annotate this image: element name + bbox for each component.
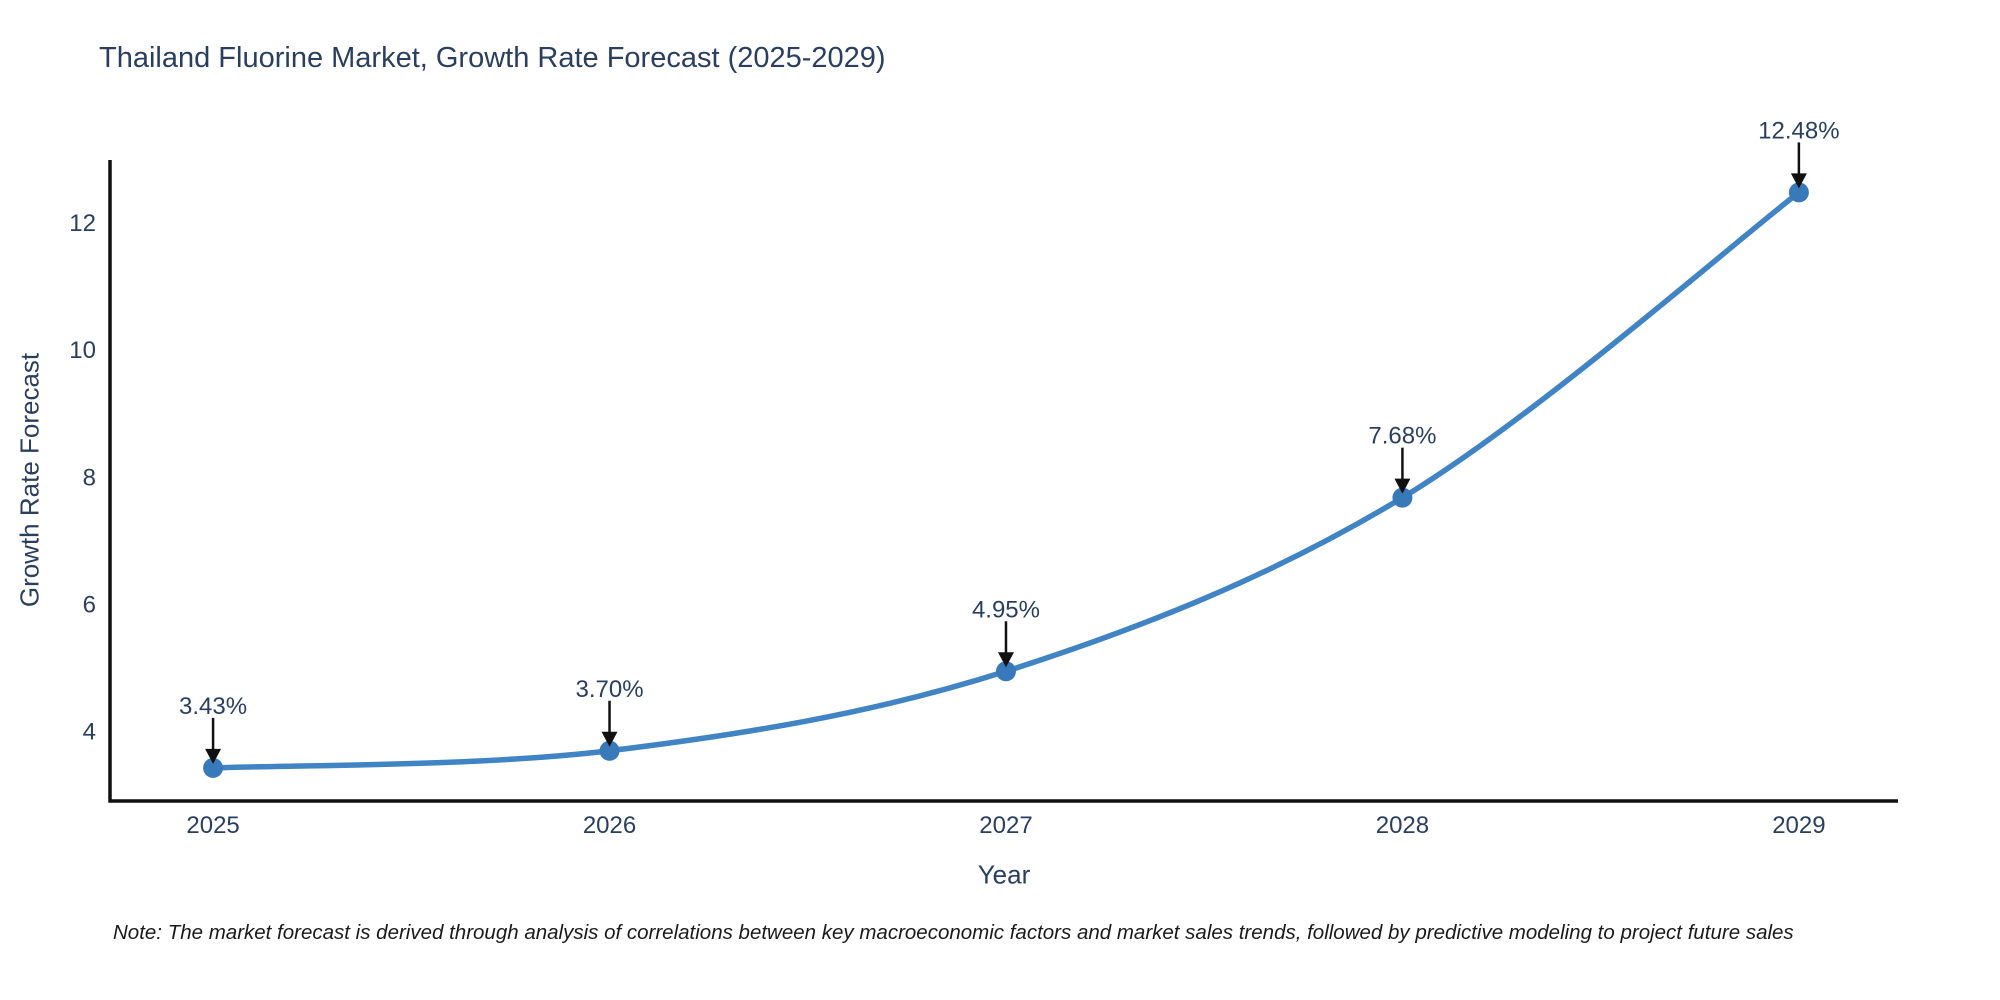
data-point <box>1788 182 1809 203</box>
x-tick-label: 2026 <box>583 812 636 839</box>
annotation-label: 3.43% <box>179 693 247 720</box>
y-tick-label: 10 <box>69 337 96 364</box>
x-axis-title: Year <box>977 859 1031 890</box>
y-tick-label: 12 <box>69 210 96 237</box>
annotation-label: 3.70% <box>575 676 643 703</box>
data-point <box>1392 487 1413 508</box>
x-tick-label: 2027 <box>979 812 1032 839</box>
y-axis-title: Growth Rate Forecast <box>14 352 45 608</box>
y-tick-label: 4 <box>83 719 96 746</box>
annotation-label: 4.95% <box>972 596 1040 623</box>
data-point <box>995 661 1016 682</box>
x-tick-label: 2025 <box>186 812 239 839</box>
x-tick-label: 2028 <box>1376 812 1429 839</box>
chart-title: Thailand Fluorine Market, Growth Rate Fo… <box>99 42 886 74</box>
y-tick-label: 8 <box>83 464 96 491</box>
footnote: Note: The market forecast is derived thr… <box>113 921 1794 944</box>
annotation-arrowhead <box>1394 478 1411 494</box>
annotation-arrowhead <box>997 652 1014 668</box>
forecast-line <box>210 189 1802 771</box>
annotation-arrowhead <box>1790 173 1807 189</box>
axis-spines <box>108 160 1898 803</box>
y-tick-label: 6 <box>83 592 96 619</box>
annotation-arrowhead <box>205 748 222 764</box>
data-point <box>203 757 224 778</box>
annotation-label: 12.48% <box>1758 117 1839 144</box>
annotation-arrowhead <box>601 731 618 747</box>
x-tick-label: 2029 <box>1772 812 1825 839</box>
annotation-label: 7.68% <box>1368 423 1436 450</box>
data-point <box>599 740 620 761</box>
